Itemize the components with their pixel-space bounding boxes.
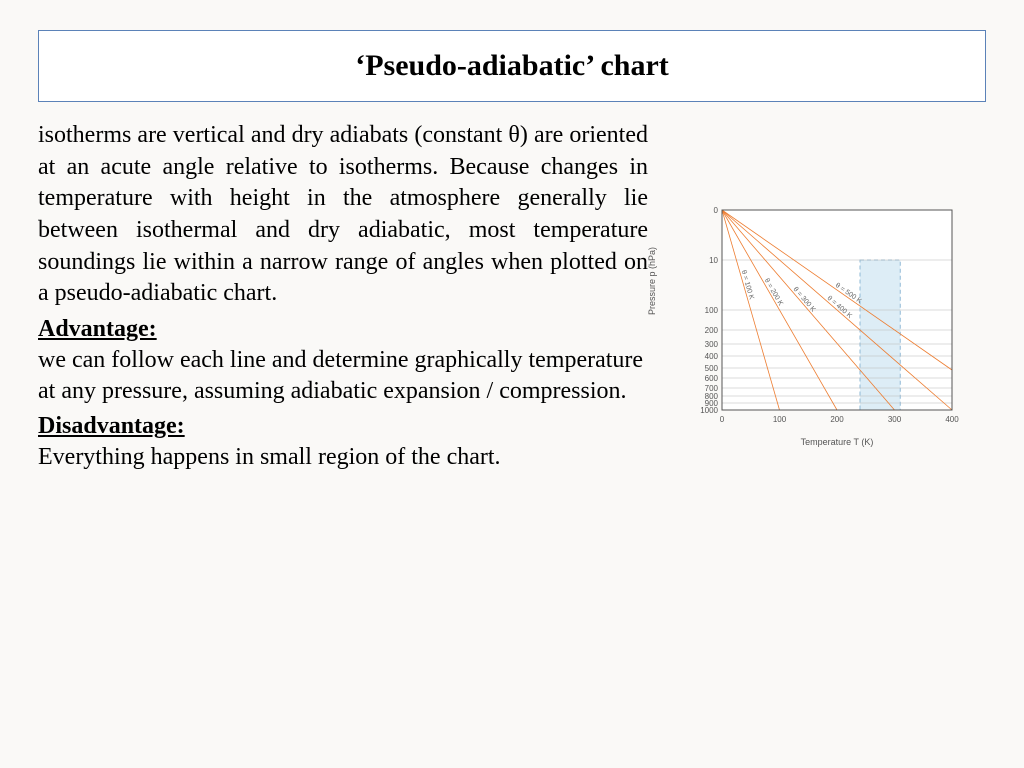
intro-paragraph: isotherms are vertical and dry adiabats …	[38, 120, 648, 310]
svg-text:200: 200	[830, 415, 844, 424]
text-column: isotherms are vertical and dry adiabats …	[38, 120, 648, 480]
page-title: ‘Pseudo-adiabatic’ chart	[49, 49, 975, 83]
svg-text:600: 600	[705, 374, 719, 383]
content-row: isotherms are vertical and dry adiabats …	[38, 120, 986, 480]
svg-text:400: 400	[945, 415, 959, 424]
svg-text:300: 300	[705, 340, 719, 349]
pseudo-adiabatic-chart: Pressure p (hPa) 01010020030040050060070…	[682, 200, 962, 447]
y-axis-label: Pressure p (hPa)	[647, 247, 657, 315]
chart-column: Pressure p (hPa) 01010020030040050060070…	[658, 120, 986, 480]
x-axis-label: Temperature T (K)	[682, 437, 962, 447]
disadvantage-heading: Disadvantage:	[38, 413, 648, 440]
svg-text:1000: 1000	[700, 406, 718, 415]
svg-text:0: 0	[714, 206, 719, 215]
advantage-heading: Advantage:	[38, 316, 648, 343]
svg-text:500: 500	[705, 364, 719, 373]
chart-svg: 0101002003004005006007008009001000010020…	[682, 200, 962, 435]
disadvantage-text: Everything happens in small region of th…	[38, 442, 648, 473]
svg-text:100: 100	[705, 306, 719, 315]
svg-text:400: 400	[705, 352, 719, 361]
svg-text:100: 100	[773, 415, 787, 424]
svg-text:0: 0	[720, 415, 725, 424]
svg-text:200: 200	[705, 326, 719, 335]
svg-text:300: 300	[888, 415, 902, 424]
svg-text:10: 10	[709, 256, 718, 265]
advantage-text: we can follow each line and determine gr…	[38, 345, 648, 407]
title-box: ‘Pseudo-adiabatic’ chart	[38, 30, 986, 102]
